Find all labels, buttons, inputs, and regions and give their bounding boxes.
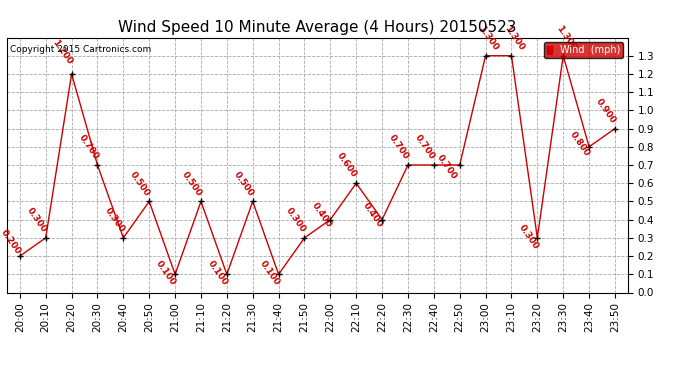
Text: 1.200: 1.200 [51, 39, 75, 67]
Text: 0.200: 0.200 [0, 228, 23, 256]
Text: 0.400: 0.400 [362, 201, 385, 229]
Text: 0.600: 0.600 [335, 152, 359, 180]
Text: 1.300: 1.300 [502, 24, 526, 52]
Text: 0.300: 0.300 [25, 206, 48, 234]
Text: Copyright 2015 Cartronics.com: Copyright 2015 Cartronics.com [10, 45, 151, 54]
Text: 0.500: 0.500 [128, 170, 152, 198]
Text: 0.700: 0.700 [77, 133, 100, 161]
Text: 0.700: 0.700 [387, 133, 411, 161]
Text: 0.800: 0.800 [569, 130, 592, 158]
Text: 0.500: 0.500 [232, 170, 255, 198]
Text: 0.100: 0.100 [155, 259, 178, 287]
Text: 0.400: 0.400 [310, 201, 333, 229]
Text: 0.300: 0.300 [517, 222, 540, 251]
Text: 0.100: 0.100 [258, 259, 282, 287]
Legend: Wind  (mph): Wind (mph) [544, 42, 623, 58]
Text: 0.700: 0.700 [435, 153, 459, 182]
Title: Wind Speed 10 Minute Average (4 Hours) 20150523: Wind Speed 10 Minute Average (4 Hours) 2… [118, 20, 517, 35]
Text: 0.900: 0.900 [594, 97, 618, 125]
Text: 1.300: 1.300 [554, 24, 578, 52]
Text: 0.300: 0.300 [103, 206, 126, 234]
Text: 1.300: 1.300 [476, 24, 500, 52]
Text: 0.300: 0.300 [284, 206, 307, 234]
Text: 0.500: 0.500 [180, 170, 204, 198]
Text: 0.100: 0.100 [206, 259, 230, 287]
Text: 0.700: 0.700 [413, 133, 437, 161]
